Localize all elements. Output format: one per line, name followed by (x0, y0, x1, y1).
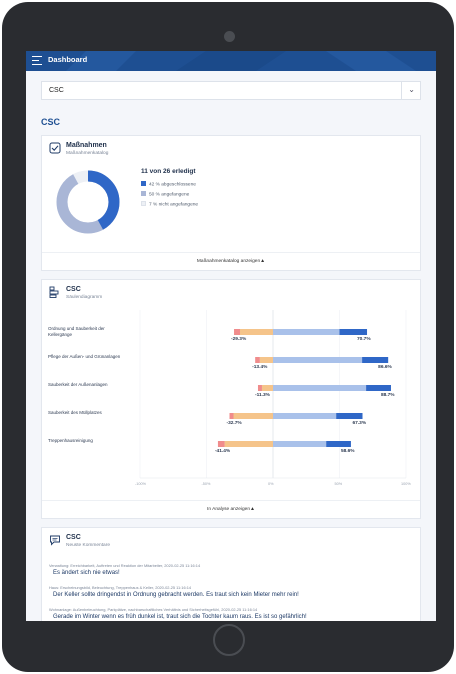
checkbox-icon (49, 142, 61, 154)
negative-value-label: -41.4% (214, 449, 231, 454)
bar-segment (257, 385, 262, 391)
bar-segment (259, 357, 273, 363)
category-label: Treppenhausreinigung (48, 438, 93, 443)
camera (224, 31, 235, 42)
bar-segment (366, 385, 391, 391)
comment-text: Gerade im Winter wenn es früh dunkel ist… (53, 614, 307, 620)
positive-value-label: 70.7% (357, 337, 371, 342)
comment-category: Wohnanlage: Außenbeleuchtung, Parkplätze… (49, 607, 258, 612)
select-divider (401, 82, 402, 99)
bar-segment (273, 357, 363, 363)
comment-text: Der Keller sollte dringendst in Ordnung … (53, 592, 299, 598)
section-title: CSC (41, 117, 61, 127)
negative-value-label: -29.3% (231, 337, 247, 342)
diverging-bar-chart (139, 310, 407, 479)
bar-segment (362, 357, 389, 363)
legend-swatch-started (141, 191, 146, 196)
topbar-pattern (66, 51, 416, 71)
legend-swatch-completed (141, 181, 146, 186)
negative-value-label: -13.4% (252, 365, 268, 370)
bar-segment (336, 413, 363, 419)
comments-subtitle: Neuste Kommentare (66, 543, 110, 548)
legend-label-not-started: 7 % nicht angefangene (149, 202, 199, 208)
caret-up-icon: ▲ (250, 506, 255, 512)
negative-value-label: -11.3% (254, 393, 270, 398)
measures-card: Maßnahmen Maßnahmenkatalog 11 von 26 erl… (41, 135, 421, 271)
measures-title: Maßnahmen (66, 142, 107, 149)
site-select[interactable]: CSC ⌄ (41, 81, 421, 100)
positive-value-label: 86.6% (378, 365, 392, 370)
screen: Dashboard CSC ⌄ CSC Maßnahmen Maßnahmenk… (26, 51, 436, 621)
bar-segment (234, 329, 241, 335)
measures-summary: 11 von 26 erledigt (141, 168, 196, 175)
comments-title: CSC (66, 534, 81, 541)
home-button[interactable] (213, 624, 245, 656)
x-tick-label: -50% (201, 482, 211, 486)
caret-up-icon: ▲ (260, 258, 266, 264)
donut-segment-completed (56, 170, 120, 234)
x-tick-label: 50% (334, 482, 343, 486)
chevron-down-icon[interactable]: ⌄ (408, 85, 415, 94)
menu-icon[interactable] (32, 56, 42, 66)
bar-segment (339, 329, 368, 335)
legend-item-started: 50 % angefangene (141, 191, 189, 198)
bar-segment (229, 413, 234, 419)
bar-segment (273, 329, 340, 335)
bar-segment (273, 441, 327, 447)
comment-icon (50, 535, 60, 546)
site-select-value: CSC (49, 87, 64, 94)
bar-segment (217, 441, 225, 447)
positive-value-label: 88.7% (380, 393, 395, 398)
legend-label-completed: 42 % abgeschlossene (149, 182, 196, 188)
measures-donut-chart (56, 170, 120, 234)
x-tick-label: 100% (401, 482, 411, 486)
chart-icon (49, 286, 59, 298)
bar-segment (224, 441, 273, 447)
legend-label-started: 50 % angefangene (149, 192, 190, 198)
comment-text: Es ändert sich nie etwas! (53, 570, 120, 576)
bar-chart-card: CSC Säulendiagramm Ordnung und Sauberkei… (41, 279, 421, 519)
analysis-link[interactable]: In Analyse anzeigen▲ (42, 500, 420, 518)
bar-chart-title: CSC (66, 286, 81, 293)
bar-chart-subtitle: Säulendiagramm (66, 295, 103, 300)
category-label: Sauberkeit der Außenanlagen (48, 382, 108, 387)
analysis-link-label: In Analyse anzeigen (207, 507, 250, 512)
bar-segment (326, 441, 351, 447)
bar-segment (255, 357, 260, 363)
bar-segment (273, 413, 337, 419)
comment-category: Haus: Erscheinungsbild, Beleuchtung, Tre… (49, 585, 192, 590)
positive-value-label: 67.3% (352, 421, 367, 426)
bar-segment (233, 413, 273, 419)
bar-segment (273, 385, 367, 391)
legend-item-completed: 42 % abgeschlossene (141, 181, 196, 188)
category-label: Sauberkeit des Müllplatzes (48, 410, 102, 415)
legend-item-not-started: 7 % nicht angefangene (141, 201, 198, 208)
page-title: Dashboard (48, 55, 88, 64)
category-label: Pflege der Außen- und Grünanlagen (48, 354, 121, 359)
bar-segment (261, 385, 273, 391)
comment-category: Verwaltung: Erreichbarkeit, Auftreten un… (49, 563, 201, 568)
measures-subtitle: Maßnahmenkatalog (66, 151, 109, 156)
legend-swatch-not-started (141, 201, 146, 206)
bar-segment (240, 329, 273, 335)
top-bar: Dashboard (26, 51, 436, 71)
measures-catalog-link[interactable]: Maßnahmenkatalog anzeigen▲ (42, 252, 420, 270)
measures-catalog-link-label: Maßnahmenkatalog anzeigen (196, 259, 261, 264)
x-tick-label: -100% (135, 482, 146, 486)
comments-card: CSC Neuste Kommentare Verwaltung: Erreic… (41, 527, 421, 621)
category-label: Ordnung und Sauberkeit der Kellergänge (48, 326, 105, 337)
positive-value-label: 58.6% (340, 449, 355, 454)
x-tick-label: 0% (268, 482, 274, 486)
negative-value-label: -32.7% (226, 421, 242, 426)
